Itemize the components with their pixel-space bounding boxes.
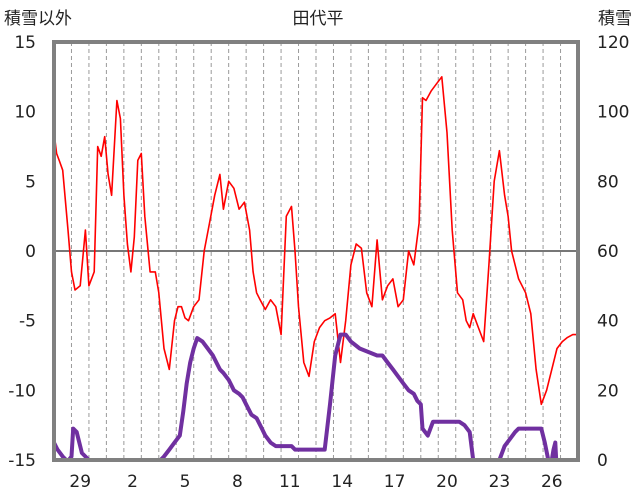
right-tick-label: 40	[597, 312, 619, 332]
left-tick-label: 0	[25, 242, 36, 262]
x-axis-ticks: 29 2 5 8 11 14 17 20 23 26	[69, 472, 562, 492]
series-line-left	[53, 76, 578, 406]
right-tick-label: 120	[597, 33, 629, 53]
right-tick-label: 100	[597, 103, 629, 123]
x-tick-label: 5	[180, 472, 191, 492]
x-tick-label: 29	[69, 472, 91, 492]
x-tick-label: 2	[127, 472, 138, 492]
right-axis-label: 積雪	[598, 9, 632, 29]
chart-title: 田代平	[293, 9, 344, 29]
left-tick-label: 10	[14, 103, 36, 123]
right-tick-label: 20	[597, 381, 619, 401]
left-tick-label: -10	[8, 381, 36, 401]
left-tick-label: 5	[25, 172, 36, 192]
plot-frame	[52, 40, 580, 462]
x-tick-label: 17	[384, 472, 406, 492]
right-tick-label: 60	[597, 242, 619, 262]
x-tick-label: 8	[232, 472, 243, 492]
left-tick-label: 15	[14, 33, 36, 53]
x-tick-label: 11	[279, 472, 301, 492]
left-axis-label: 積雪以外	[4, 9, 72, 29]
right-axis-ticks: 120 100 80 60 40 20 0	[597, 33, 629, 471]
x-tick-label: 23	[489, 472, 511, 492]
x-tick-label: 26	[541, 472, 563, 492]
x-tick-label: 20	[436, 472, 458, 492]
x-tick-label: 14	[331, 472, 353, 492]
left-axis-ticks: 15 10 5 0 -5 -10 -15	[8, 33, 36, 471]
left-tick-label: -5	[19, 312, 36, 332]
left-tick-label: -15	[8, 451, 36, 471]
right-tick-label: 80	[597, 172, 619, 192]
right-tick-label: 0	[597, 451, 608, 471]
